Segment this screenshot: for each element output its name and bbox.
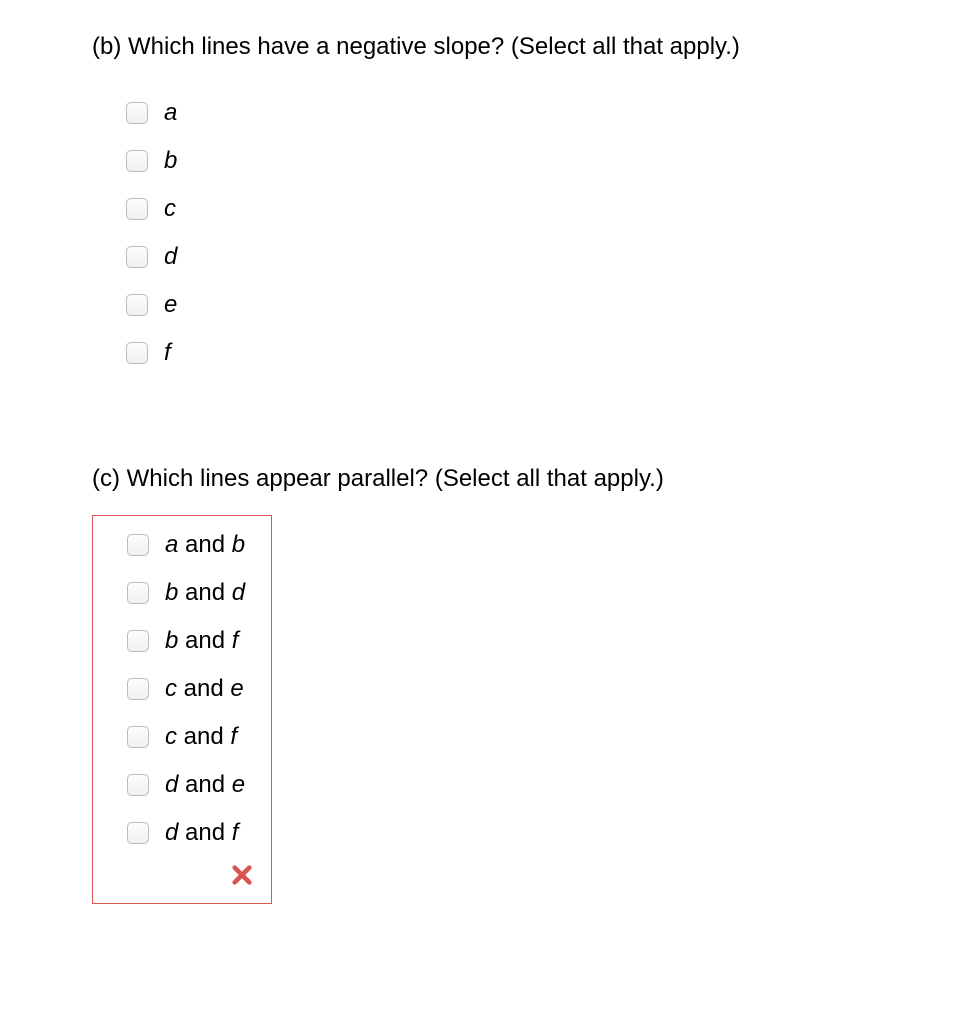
option-label: d and e bbox=[165, 771, 255, 799]
question-c-text: Which lines appear parallel? (Select all… bbox=[127, 465, 664, 492]
option-label: d and f bbox=[165, 819, 248, 847]
checkbox[interactable] bbox=[126, 294, 148, 316]
question-c-options: a and b b and d b and f c and e c and f d and… bbox=[92, 515, 272, 904]
checkbox[interactable] bbox=[127, 726, 149, 748]
question-c-label: (c) bbox=[92, 465, 120, 492]
option-row: c bbox=[102, 188, 193, 230]
option-row: a and b bbox=[103, 524, 261, 566]
option-label: c bbox=[164, 195, 186, 223]
option-row: c and e bbox=[103, 668, 261, 710]
checkbox[interactable] bbox=[127, 822, 149, 844]
checkbox[interactable] bbox=[126, 198, 148, 220]
option-row: f bbox=[102, 332, 193, 374]
checkbox[interactable] bbox=[127, 678, 149, 700]
option-label: b bbox=[164, 147, 187, 175]
checkbox[interactable] bbox=[126, 342, 148, 364]
question-b: (b) Which lines have a negative slope? (… bbox=[92, 30, 974, 382]
option-label: a and b bbox=[165, 531, 255, 559]
incorrect-x-icon bbox=[231, 864, 253, 886]
option-row: b and f bbox=[103, 620, 261, 662]
checkbox[interactable] bbox=[127, 774, 149, 796]
question-b-label: (b) bbox=[92, 33, 121, 60]
checkbox[interactable] bbox=[127, 630, 149, 652]
feedback-row bbox=[103, 860, 261, 895]
option-row: b bbox=[102, 140, 193, 182]
option-row: b and d bbox=[103, 572, 261, 614]
option-row: d and f bbox=[103, 812, 261, 854]
option-label: e bbox=[164, 291, 187, 319]
checkbox[interactable] bbox=[126, 150, 148, 172]
question-b-text: Which lines have a negative slope? (Sele… bbox=[128, 33, 740, 60]
question-c: (c) Which lines appear parallel? (Select… bbox=[92, 462, 974, 905]
checkbox[interactable] bbox=[126, 102, 148, 124]
option-row: a bbox=[102, 92, 193, 134]
question-b-prompt: (b) Which lines have a negative slope? (… bbox=[92, 30, 974, 64]
option-row: d and e bbox=[103, 764, 261, 806]
option-label: b and f bbox=[165, 627, 248, 655]
option-row: e bbox=[102, 284, 193, 326]
option-label: c and e bbox=[165, 675, 254, 703]
option-row: d bbox=[102, 236, 193, 278]
checkbox[interactable] bbox=[127, 582, 149, 604]
checkbox[interactable] bbox=[127, 534, 149, 556]
checkbox[interactable] bbox=[126, 246, 148, 268]
option-row: c and f bbox=[103, 716, 261, 758]
question-b-options: abcdef bbox=[92, 84, 203, 382]
option-label: c and f bbox=[165, 723, 247, 751]
option-label: b and d bbox=[165, 579, 255, 607]
question-c-prompt: (c) Which lines appear parallel? (Select… bbox=[92, 462, 974, 496]
option-label: d bbox=[164, 243, 187, 271]
option-label: f bbox=[164, 339, 181, 367]
option-label: a bbox=[164, 99, 187, 127]
